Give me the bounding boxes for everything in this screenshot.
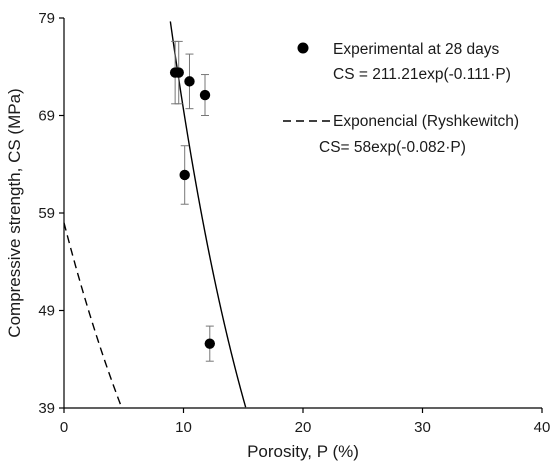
data-point — [204, 325, 215, 362]
fit-curves — [63, 21, 247, 408]
y-tick-label: 69 — [38, 108, 55, 125]
legend: Experimental at 28 days CS = 211.21exp(-… — [283, 41, 519, 156]
y-axis-title: Compressive strength, CS (MPa) — [5, 88, 24, 337]
y-tick-label: 59 — [38, 205, 55, 222]
point-marker — [204, 338, 215, 349]
x-tick-label: 30 — [414, 419, 431, 436]
point-marker — [173, 67, 184, 78]
legend-label-ryshkewitch: Exponencial (Ryshkewitch) — [333, 113, 519, 130]
x-tick-label: 40 — [534, 419, 550, 436]
legend-equation-ryshkewitch: CS= 58exp(-0.082·P) — [319, 139, 466, 156]
axis-ticks: 0 10 20 30 40 39 49 59 69 79 — [38, 10, 550, 436]
data-points — [169, 40, 215, 362]
data-point — [199, 74, 211, 116]
data-point — [173, 40, 184, 105]
data-point — [184, 53, 195, 110]
experimental-fit-curve — [169, 21, 247, 408]
x-tick-label: 0 — [60, 419, 68, 436]
y-tick-label: 49 — [38, 303, 55, 320]
legend-marker-experimental — [297, 42, 309, 54]
y-tick-label: 79 — [38, 10, 55, 27]
legend-label-experimental: Experimental at 28 days — [333, 41, 500, 58]
point-marker — [199, 89, 211, 101]
legend-equation-experimental: CS = 211.21exp(-0.111·P) — [333, 66, 511, 83]
point-marker — [179, 169, 190, 181]
point-marker — [184, 76, 195, 87]
x-tick-label: 20 — [295, 419, 312, 436]
x-axis-title: Porosity, P (%) — [247, 442, 359, 461]
x-tick-label: 10 — [175, 419, 192, 436]
ryshkewitch-curve — [63, 222, 123, 407]
y-tick-label: 39 — [38, 400, 55, 417]
data-point — [179, 145, 190, 205]
